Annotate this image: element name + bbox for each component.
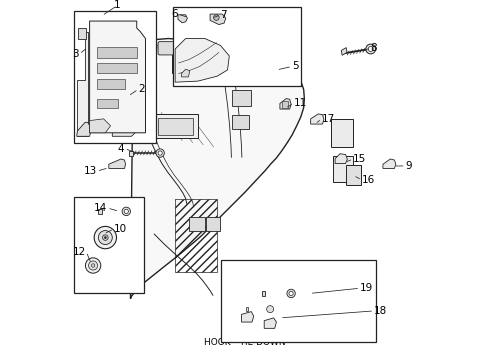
Text: 8: 8 [371, 43, 377, 53]
Polygon shape [342, 48, 347, 55]
Text: 9: 9 [406, 161, 412, 171]
Bar [74, 10, 156, 143]
Text: 3: 3 [73, 49, 79, 59]
Circle shape [102, 235, 108, 240]
Bar [331, 119, 353, 147]
Circle shape [368, 46, 373, 51]
Bar [206, 217, 220, 231]
Bar [74, 197, 144, 293]
Bar [176, 54, 211, 70]
Circle shape [289, 291, 293, 296]
Polygon shape [181, 69, 190, 77]
Bar [282, 102, 288, 108]
Polygon shape [112, 110, 140, 136]
Bar [158, 118, 194, 135]
Text: 4: 4 [118, 144, 124, 153]
Circle shape [91, 264, 95, 267]
Circle shape [158, 151, 162, 155]
Bar [97, 79, 124, 89]
Polygon shape [210, 14, 226, 24]
Polygon shape [245, 307, 248, 311]
Polygon shape [90, 119, 111, 133]
Polygon shape [90, 21, 146, 133]
Text: 18: 18 [374, 306, 388, 316]
Text: 13: 13 [83, 166, 97, 176]
Circle shape [156, 149, 164, 157]
Polygon shape [280, 99, 291, 109]
Bar [346, 165, 361, 185]
Text: 6: 6 [172, 9, 178, 19]
Circle shape [122, 207, 130, 216]
Polygon shape [242, 312, 254, 322]
Polygon shape [175, 39, 229, 82]
Polygon shape [77, 122, 91, 136]
Circle shape [89, 261, 98, 270]
Circle shape [287, 289, 295, 298]
Circle shape [98, 230, 112, 244]
Bar [189, 217, 205, 231]
Bar [333, 156, 353, 182]
Circle shape [94, 226, 117, 249]
Bar [172, 51, 215, 73]
Circle shape [267, 306, 273, 312]
Circle shape [366, 44, 376, 54]
Text: 10: 10 [114, 224, 127, 234]
Bar [232, 67, 253, 84]
Polygon shape [130, 39, 304, 299]
Circle shape [85, 258, 101, 273]
Circle shape [214, 15, 219, 21]
Bar [232, 90, 251, 105]
Circle shape [124, 209, 128, 213]
Text: HOOK - TIE DOWN: HOOK - TIE DOWN [204, 338, 286, 347]
Polygon shape [178, 15, 187, 23]
Bar [173, 7, 301, 86]
Polygon shape [262, 291, 265, 296]
Bar [97, 63, 137, 73]
Bar [175, 199, 217, 273]
Bar [97, 47, 137, 58]
Text: 19: 19 [360, 283, 373, 293]
Polygon shape [264, 318, 276, 328]
Bar [97, 99, 118, 108]
Bar [186, 58, 199, 68]
Polygon shape [77, 32, 88, 136]
Circle shape [104, 237, 106, 239]
Polygon shape [311, 114, 324, 124]
Text: 17: 17 [322, 114, 335, 124]
Text: 7: 7 [220, 10, 227, 20]
Text: 14: 14 [94, 203, 107, 213]
FancyBboxPatch shape [158, 42, 185, 55]
Text: 12: 12 [73, 247, 86, 257]
Text: 15: 15 [353, 154, 367, 164]
Polygon shape [383, 159, 396, 168]
Polygon shape [109, 159, 125, 168]
Bar [154, 114, 198, 138]
Bar [232, 114, 249, 129]
Polygon shape [335, 154, 347, 163]
Polygon shape [129, 150, 133, 156]
Bar [78, 28, 86, 39]
Text: 1: 1 [114, 0, 121, 10]
Text: 2: 2 [139, 84, 145, 94]
Text: 16: 16 [362, 175, 375, 185]
Polygon shape [98, 209, 102, 214]
Text: 11: 11 [294, 98, 307, 108]
Bar [220, 260, 376, 342]
Text: 5: 5 [292, 62, 299, 71]
